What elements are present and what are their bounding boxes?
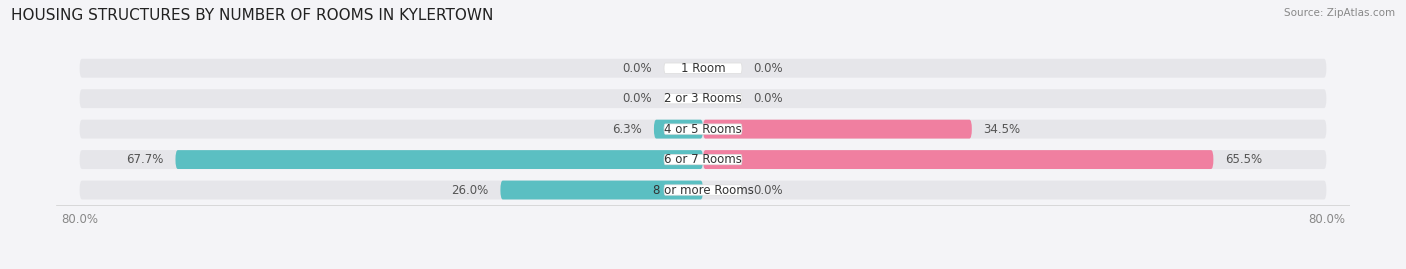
FancyBboxPatch shape bbox=[703, 150, 1213, 169]
FancyBboxPatch shape bbox=[501, 180, 703, 200]
Text: 65.5%: 65.5% bbox=[1225, 153, 1263, 166]
FancyBboxPatch shape bbox=[664, 124, 742, 134]
FancyBboxPatch shape bbox=[80, 120, 1326, 139]
Text: 0.0%: 0.0% bbox=[754, 183, 783, 197]
Text: 1 Room: 1 Room bbox=[681, 62, 725, 75]
Text: 6.3%: 6.3% bbox=[613, 123, 643, 136]
FancyBboxPatch shape bbox=[80, 59, 1326, 78]
FancyBboxPatch shape bbox=[176, 150, 703, 169]
Text: 0.0%: 0.0% bbox=[623, 62, 652, 75]
FancyBboxPatch shape bbox=[664, 94, 742, 104]
Text: Source: ZipAtlas.com: Source: ZipAtlas.com bbox=[1284, 8, 1395, 18]
FancyBboxPatch shape bbox=[80, 89, 1326, 108]
Text: 26.0%: 26.0% bbox=[451, 183, 489, 197]
Text: 8 or more Rooms: 8 or more Rooms bbox=[652, 183, 754, 197]
Text: 34.5%: 34.5% bbox=[984, 123, 1021, 136]
Text: 0.0%: 0.0% bbox=[623, 92, 652, 105]
Text: 6 or 7 Rooms: 6 or 7 Rooms bbox=[664, 153, 742, 166]
FancyBboxPatch shape bbox=[80, 150, 1326, 169]
FancyBboxPatch shape bbox=[664, 185, 742, 195]
Text: 0.0%: 0.0% bbox=[754, 62, 783, 75]
Text: 4 or 5 Rooms: 4 or 5 Rooms bbox=[664, 123, 742, 136]
Text: HOUSING STRUCTURES BY NUMBER OF ROOMS IN KYLERTOWN: HOUSING STRUCTURES BY NUMBER OF ROOMS IN… bbox=[11, 8, 494, 23]
Text: 67.7%: 67.7% bbox=[127, 153, 163, 166]
FancyBboxPatch shape bbox=[703, 120, 972, 139]
FancyBboxPatch shape bbox=[664, 154, 742, 165]
FancyBboxPatch shape bbox=[654, 120, 703, 139]
FancyBboxPatch shape bbox=[80, 180, 1326, 200]
FancyBboxPatch shape bbox=[664, 63, 742, 73]
Text: 0.0%: 0.0% bbox=[754, 92, 783, 105]
Text: 2 or 3 Rooms: 2 or 3 Rooms bbox=[664, 92, 742, 105]
